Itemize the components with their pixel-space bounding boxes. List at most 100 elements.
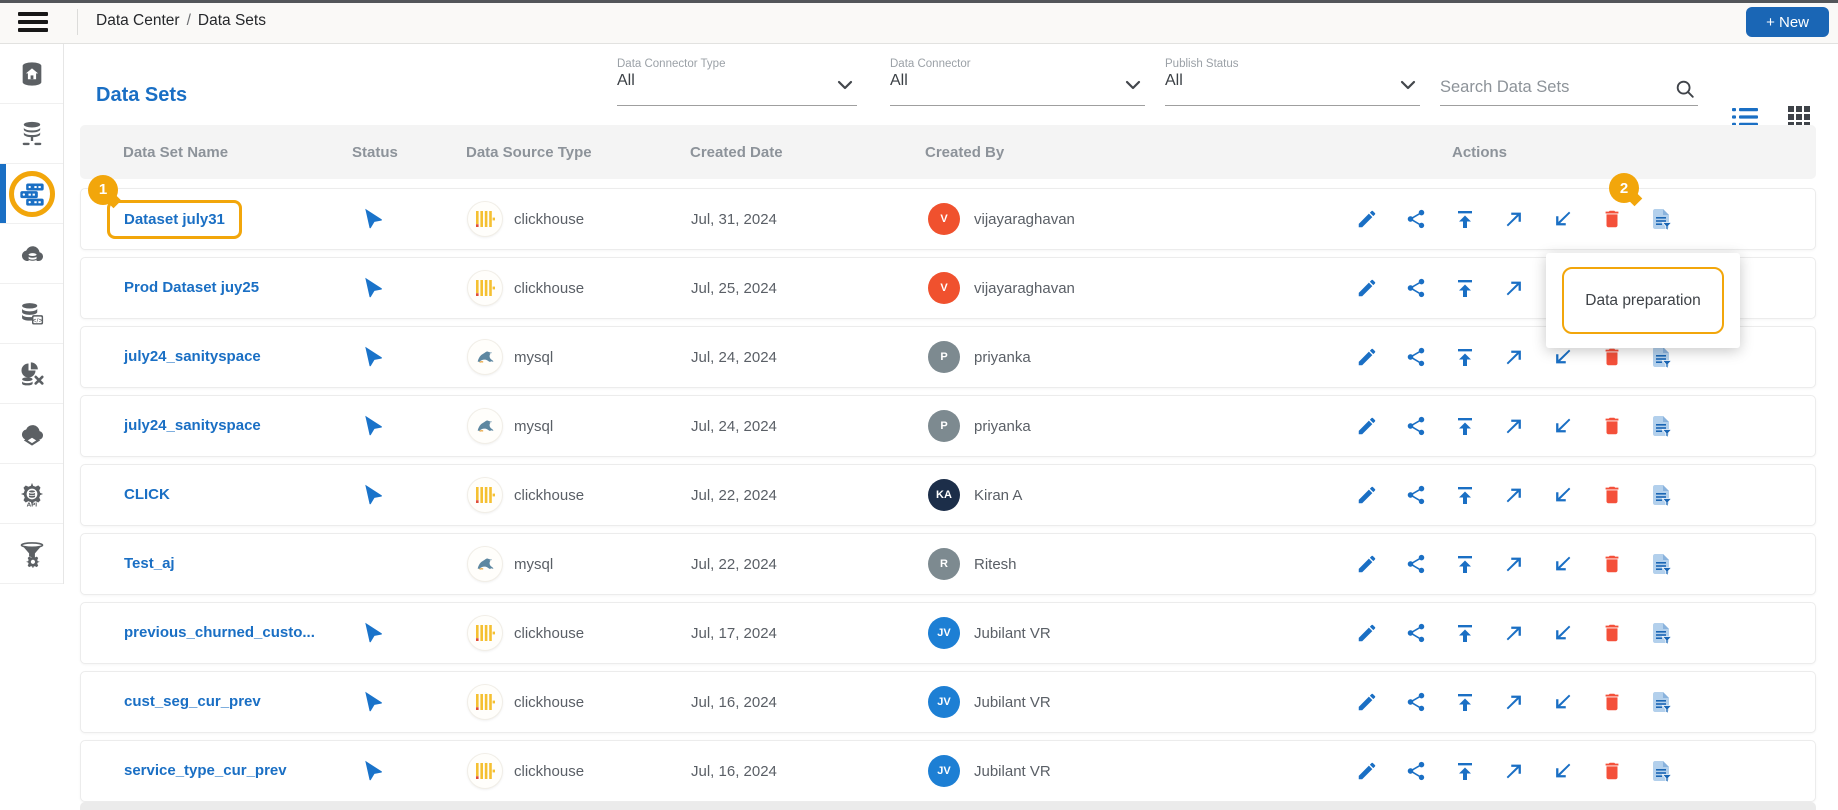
edit-action-button[interactable] <box>1353 205 1381 233</box>
edit-action-button[interactable] <box>1353 274 1381 302</box>
created-date-cell: Jul, 25, 2024 <box>691 279 777 297</box>
dataset-name-link[interactable]: july24_sanityspace 1 <box>124 348 261 365</box>
source-type-label: clickhouse <box>514 210 585 228</box>
edit-action-button[interactable] <box>1353 550 1381 578</box>
import-action-button[interactable] <box>1549 481 1577 509</box>
delete-action-button[interactable] <box>1598 205 1626 233</box>
status-cell <box>353 412 467 441</box>
dataset-name-link[interactable]: Dataset july31 1 <box>88 174 242 239</box>
publish-action-button[interactable] <box>1451 274 1479 302</box>
delete-action-button[interactable] <box>1598 481 1626 509</box>
sidebar-item-data-prep[interactable] <box>0 524 63 584</box>
share-action-button[interactable] <box>1402 619 1430 647</box>
dataset-name-link[interactable]: service_type_cur_prev 1 <box>124 762 287 779</box>
delete-action-button[interactable] <box>1598 343 1626 371</box>
share-action-button[interactable] <box>1402 550 1430 578</box>
list-view-button[interactable] <box>1728 102 1762 135</box>
data-preparation-action-button[interactable]: 2 <box>1647 550 1675 578</box>
dataset-name-link[interactable]: previous_churned_custo... 1 <box>124 624 315 641</box>
share-action-button[interactable] <box>1402 688 1430 716</box>
delete-action-button[interactable] <box>1598 619 1626 647</box>
share-action-button[interactable] <box>1402 481 1430 509</box>
open-external-action-button[interactable] <box>1500 412 1528 440</box>
edit-action-button[interactable] <box>1353 688 1381 716</box>
import-action-button[interactable] <box>1549 619 1577 647</box>
delete-action-button[interactable] <box>1598 412 1626 440</box>
data-preparation-action-button[interactable]: 2 <box>1647 757 1675 785</box>
dataset-name-link[interactable]: CLICK 1 <box>124 486 170 503</box>
share-action-button[interactable] <box>1402 205 1430 233</box>
source-icon-circle <box>467 270 503 306</box>
sidebar-item-cloud-data[interactable] <box>0 224 63 284</box>
publish-status-dropdown[interactable]: Publish Status All <box>1165 58 1420 106</box>
sidebar-item-api-services[interactable]: API <box>0 464 63 524</box>
dataset-name-link[interactable]: Prod Dataset juy25 1 <box>124 279 260 296</box>
delete-action-button[interactable] <box>1598 757 1626 785</box>
publish-action-button[interactable] <box>1451 412 1479 440</box>
open-external-action-button[interactable] <box>1500 619 1528 647</box>
open-external-action-button[interactable] <box>1500 757 1528 785</box>
data-preparation-action-button[interactable]: 2 <box>1609 173 1685 243</box>
data-preparation-action-button[interactable]: 2 <box>1647 343 1675 371</box>
delete-action-button[interactable] <box>1598 688 1626 716</box>
edit-action-button[interactable] <box>1353 481 1381 509</box>
data-preparation-action-button[interactable]: 2 <box>1647 481 1675 509</box>
breadcrumb-data-sets[interactable]: Data Sets <box>197 12 266 29</box>
table-header-row: Data Set Name Status Data Source Type Cr… <box>80 125 1816 179</box>
sidebar-item-data-sets[interactable] <box>0 164 63 224</box>
edit-action-button[interactable] <box>1353 412 1381 440</box>
search-icon[interactable] <box>1674 78 1696 100</box>
data-connector-dropdown[interactable]: Data Connector All <box>890 58 1145 106</box>
window-top-edge <box>0 0 1838 3</box>
publish-action-button[interactable] <box>1451 757 1479 785</box>
import-action-button[interactable] <box>1549 688 1577 716</box>
sidebar-item-data-connectors[interactable] <box>0 104 63 164</box>
import-action-button[interactable] <box>1549 343 1577 371</box>
search-input[interactable] <box>1440 74 1658 97</box>
breadcrumb-data-center[interactable]: Data Center <box>96 12 180 29</box>
dataset-name-link[interactable]: Test_aj 1 <box>124 555 175 572</box>
open-external-action-button[interactable] <box>1500 481 1528 509</box>
open-external-action-button[interactable] <box>1500 343 1528 371</box>
data-preparation-action-button[interactable]: 2 <box>1647 688 1675 716</box>
dataset-name-link[interactable]: july24_sanityspace 1 <box>124 417 261 434</box>
edit-action-button[interactable] <box>1353 343 1381 371</box>
delete-action-button[interactable] <box>1598 550 1626 578</box>
data-connector-type-dropdown[interactable]: Data Connector Type All <box>617 58 857 106</box>
sidebar-item-data-scripts[interactable]: </> <box>0 284 63 344</box>
sidebar-item-data-lake[interactable] <box>0 404 63 464</box>
open-external-action-button[interactable] <box>1500 550 1528 578</box>
open-external-action-button[interactable] <box>1500 688 1528 716</box>
import-action-button[interactable] <box>1549 205 1577 233</box>
publish-action-button[interactable] <box>1451 550 1479 578</box>
publish-action-button[interactable] <box>1451 619 1479 647</box>
open-external-action-button[interactable] <box>1500 205 1528 233</box>
publish-action-button[interactable] <box>1451 343 1479 371</box>
share-action-button[interactable] <box>1402 412 1430 440</box>
data-preparation-action-button[interactable]: 2 <box>1647 619 1675 647</box>
publish-upload-icon <box>1458 418 1472 435</box>
chevron-down-icon <box>1125 80 1141 90</box>
sidebar-item-data-processing[interactable] <box>0 344 63 404</box>
publish-action-button[interactable] <box>1451 481 1479 509</box>
share-action-button[interactable] <box>1402 757 1430 785</box>
data-source-cell: mysql <box>467 408 691 444</box>
import-action-button[interactable] <box>1549 757 1577 785</box>
data-preparation-action-button[interactable]: 2 <box>1647 412 1675 440</box>
new-button[interactable]: + New <box>1746 7 1829 37</box>
share-action-button[interactable] <box>1402 274 1430 302</box>
hamburger-menu-icon[interactable] <box>18 12 48 33</box>
share-action-button[interactable] <box>1402 343 1430 371</box>
import-action-button[interactable] <box>1549 550 1577 578</box>
avatar: P <box>928 341 960 373</box>
dataset-name-link[interactable]: cust_seg_cur_prev 1 <box>124 693 261 710</box>
edit-action-button[interactable] <box>1353 619 1381 647</box>
actions-cell: 2 <box>1353 173 1815 243</box>
edit-pencil-icon <box>1358 762 1376 780</box>
open-external-action-button[interactable] <box>1500 274 1528 302</box>
publish-action-button[interactable] <box>1451 688 1479 716</box>
import-action-button[interactable] <box>1549 412 1577 440</box>
sidebar-item-data-center-home[interactable] <box>0 44 63 104</box>
publish-action-button[interactable] <box>1451 205 1479 233</box>
edit-action-button[interactable] <box>1353 757 1381 785</box>
